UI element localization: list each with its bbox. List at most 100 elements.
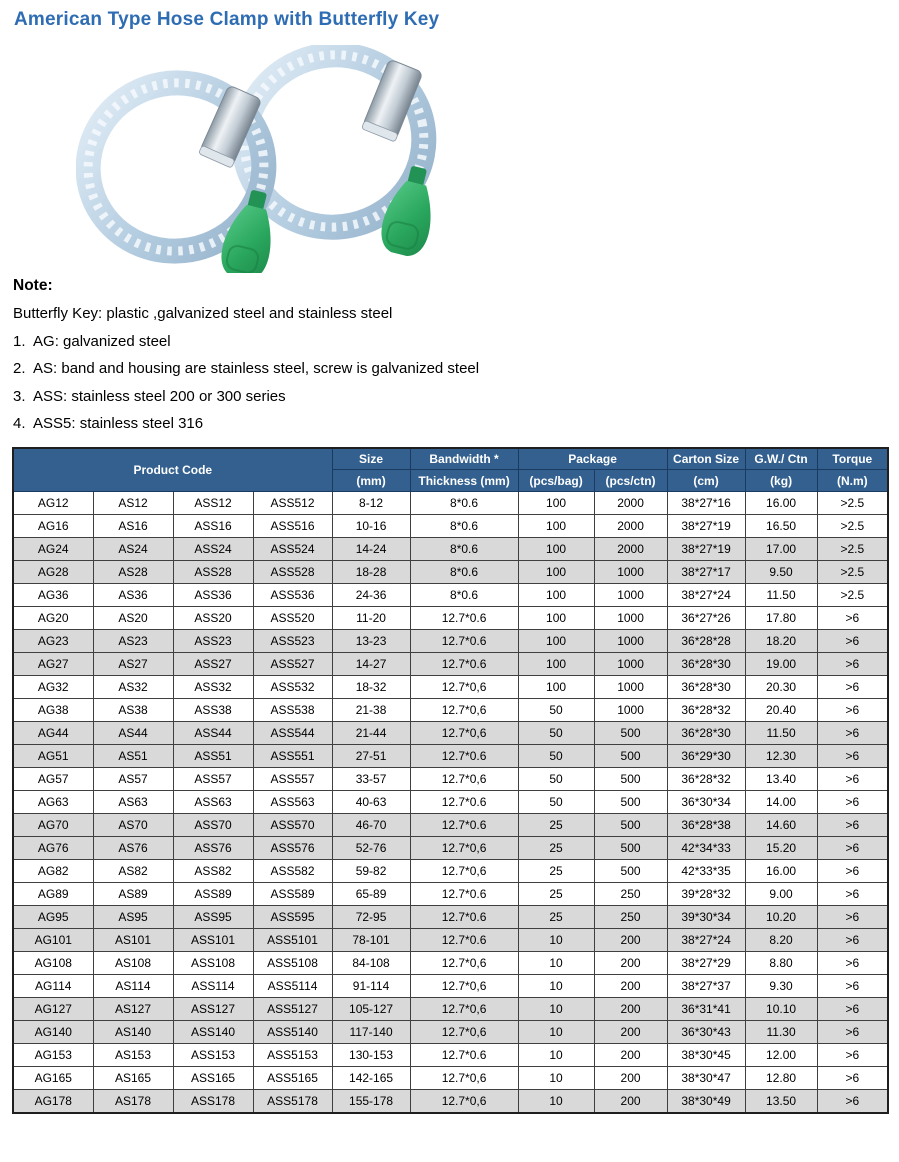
- table-cell: 16.00: [744, 491, 818, 515]
- note-line: Butterfly Key: plastic ,galvanized steel…: [13, 305, 393, 322]
- table-cell: 25: [517, 813, 595, 837]
- table-cell: ASS536: [252, 583, 333, 607]
- table-cell: >6: [816, 1043, 889, 1067]
- table-cell: 1000: [593, 583, 668, 607]
- table-cell: 50: [517, 744, 595, 768]
- table-cell: 38*30*47: [666, 1066, 746, 1090]
- table-cell: 40-63: [331, 790, 411, 814]
- table-cell: 15.20: [744, 836, 818, 860]
- table-cell: 12.7*0.6: [409, 928, 519, 952]
- table-cell: 38*27*17: [666, 560, 746, 584]
- table-cell: 36*28*30: [666, 721, 746, 745]
- table-cell: AS108: [92, 951, 174, 975]
- table-cell: 12.7*0,6: [409, 1020, 519, 1044]
- table-cell: ASS38: [172, 698, 254, 722]
- table-row: AG140 AS140 ASS140 ASS5140 117-140 12.7*0,6 10…: [12, 1020, 889, 1044]
- table-cell: AS70: [92, 813, 174, 837]
- table-cell: ASS570: [252, 813, 333, 837]
- table-cell: 12.7*0.6: [409, 882, 519, 906]
- table-cell: ASS82: [172, 859, 254, 883]
- table-cell: >6: [816, 951, 889, 975]
- table-cell: 100: [517, 514, 595, 538]
- table-cell: >2.5: [816, 491, 889, 515]
- table-cell: ASS5108: [252, 951, 333, 975]
- table-cell: AG89: [12, 882, 94, 906]
- table-cell: 200: [593, 1089, 668, 1113]
- header-carton-size: Carton Size: [666, 447, 746, 470]
- table-cell: 200: [593, 997, 668, 1021]
- table-cell: AG76: [12, 836, 94, 860]
- table-cell: 500: [593, 767, 668, 791]
- table-cell: 50: [517, 790, 595, 814]
- table-cell: 65-89: [331, 882, 411, 906]
- table-cell: 11.30: [744, 1020, 818, 1044]
- table-cell: 12.7*0,6: [409, 997, 519, 1021]
- table-cell: AG95: [12, 905, 94, 929]
- table-row: AG28 AS28 ASS28 ASS528 18-28 8*0.6 100 1000 38*2…: [12, 560, 889, 584]
- table-cell: 12.7*0.6: [409, 1043, 519, 1067]
- table-cell: 9.50: [744, 560, 818, 584]
- table-cell: 38*27*19: [666, 537, 746, 561]
- table-cell: ASS20: [172, 606, 254, 630]
- table-row: AG36 AS36 ASS36 ASS536 24-36 8*0.6 100 1000 38*2…: [12, 583, 889, 607]
- table-cell: 18.20: [744, 629, 818, 653]
- table-cell: 16.00: [744, 859, 818, 883]
- table-cell: 11.50: [744, 583, 818, 607]
- table-cell: ASS32: [172, 675, 254, 699]
- table-cell: AS127: [92, 997, 174, 1021]
- table-cell: 50: [517, 698, 595, 722]
- table-cell: AS178: [92, 1089, 174, 1113]
- table-cell: 10: [517, 928, 595, 952]
- table-cell: 12.7*0,6: [409, 859, 519, 883]
- table-cell: 12.7*0,6: [409, 767, 519, 791]
- table-cell: ASS16: [172, 514, 254, 538]
- table-cell: AG44: [12, 721, 94, 745]
- table-cell: 10: [517, 974, 595, 998]
- table-cell: AS57: [92, 767, 174, 791]
- table-cell: 105-127: [331, 997, 411, 1021]
- table-cell: 36*28*32: [666, 767, 746, 791]
- table-cell: 24-36: [331, 583, 411, 607]
- table-cell: >2.5: [816, 537, 889, 561]
- table-cell: 13-23: [331, 629, 411, 653]
- table-cell: 36*28*28: [666, 629, 746, 653]
- table-row: AG70 AS70 ASS70 ASS570 46-70 12.7*0.6 25 500 36*…: [12, 813, 889, 837]
- table-cell: >6: [816, 721, 889, 745]
- table-cell: 38*27*24: [666, 583, 746, 607]
- table-cell: 500: [593, 790, 668, 814]
- table-row: AG127 AS127 ASS127 ASS5127 105-127 12.7*0,6 10…: [12, 997, 889, 1021]
- table-row: AG44 AS44 ASS44 ASS544 21-44 12.7*0,6 50 500 36*…: [12, 721, 889, 745]
- table-cell: 42*33*35: [666, 859, 746, 883]
- table-cell: >6: [816, 629, 889, 653]
- table-cell: ASS23: [172, 629, 254, 653]
- table-cell: 130-153: [331, 1043, 411, 1067]
- note-line: 1. AG: galvanized steel: [13, 332, 171, 350]
- table-cell: 8*0.6: [409, 514, 519, 538]
- table-cell: AS36: [92, 583, 174, 607]
- header-size-unit: (mm): [331, 469, 411, 492]
- clamp-housing: [199, 86, 261, 168]
- table-row: AG12 AS12 ASS12 ASS512 8-12 8*0.6 100 2000 38*27…: [12, 491, 889, 515]
- table-cell: 21-38: [331, 698, 411, 722]
- table-cell: ASS27: [172, 652, 254, 676]
- table-cell: 1000: [593, 675, 668, 699]
- table-cell: AG108: [12, 951, 94, 975]
- table-row: AG16 AS16 ASS16 ASS516 10-16 8*0.6 100 2000 38*2…: [12, 514, 889, 538]
- table-cell: 250: [593, 905, 668, 929]
- table-cell: 12.00: [744, 1043, 818, 1067]
- table-cell: >6: [816, 767, 889, 791]
- table-cell: >6: [816, 836, 889, 860]
- table-cell: 38*27*37: [666, 974, 746, 998]
- note-heading: Note:: [13, 277, 53, 294]
- table-cell: AS32: [92, 675, 174, 699]
- table-cell: AS89: [92, 882, 174, 906]
- table-cell: ASS12: [172, 491, 254, 515]
- table-cell: ASS582: [252, 859, 333, 883]
- table-row: AG165 AS165 ASS165 ASS5165 142-165 12.7*0,6 10…: [12, 1066, 889, 1090]
- table-cell: 59-82: [331, 859, 411, 883]
- table-cell: >6: [816, 1089, 889, 1113]
- table-cell: 100: [517, 560, 595, 584]
- table-cell: AS24: [92, 537, 174, 561]
- table-cell: >6: [816, 606, 889, 630]
- table-cell: 100: [517, 629, 595, 653]
